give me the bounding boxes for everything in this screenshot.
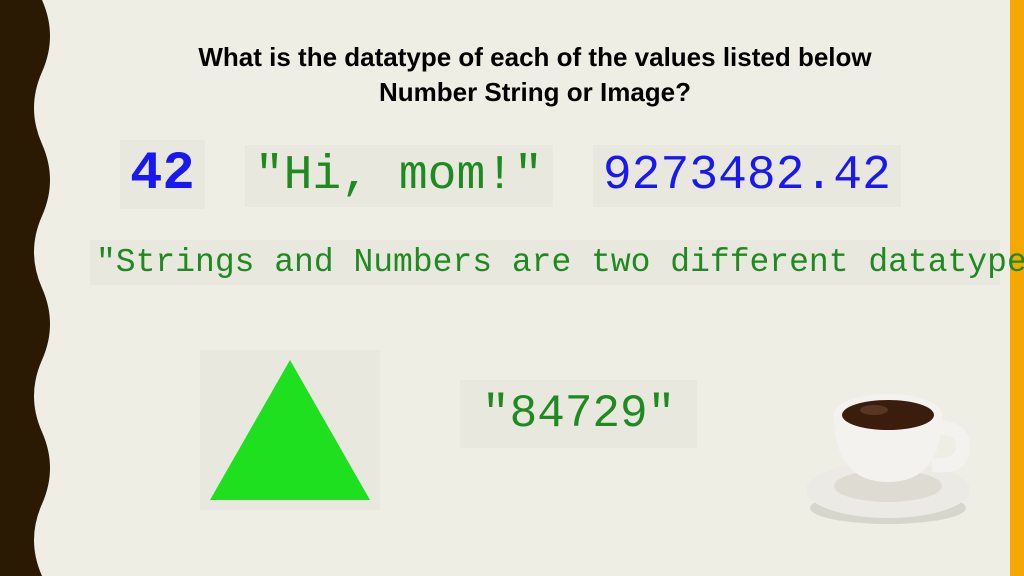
value-float: 9273482.42 (593, 145, 901, 207)
value-long-string: "Strings and Numbers are two different d… (90, 240, 1000, 285)
triangle-image (200, 350, 380, 510)
coffee-cup-image (800, 360, 980, 530)
slide-title: What is the datatype of each of the valu… (80, 40, 990, 110)
value-hi-mom: "Hi, mom!" (245, 145, 553, 207)
title-line-2: Number String or Image? (379, 77, 691, 107)
triangle-shape (210, 360, 370, 500)
title-line-1: What is the datatype of each of the valu… (198, 42, 871, 72)
value-quoted-number: "84729" (460, 380, 697, 448)
slide-content: What is the datatype of each of the valu… (60, 0, 1010, 576)
right-accent-border (1010, 0, 1024, 576)
coffee-liquid (842, 400, 934, 430)
value-42: 42 (120, 140, 205, 209)
bottom-row: "84729" (60, 330, 1010, 550)
values-row-1: 42 "Hi, mom!" 9273482.42 (120, 140, 990, 209)
left-wavy-border (0, 0, 60, 576)
coffee-highlight (860, 405, 888, 415)
wavy-path (0, 0, 50, 576)
